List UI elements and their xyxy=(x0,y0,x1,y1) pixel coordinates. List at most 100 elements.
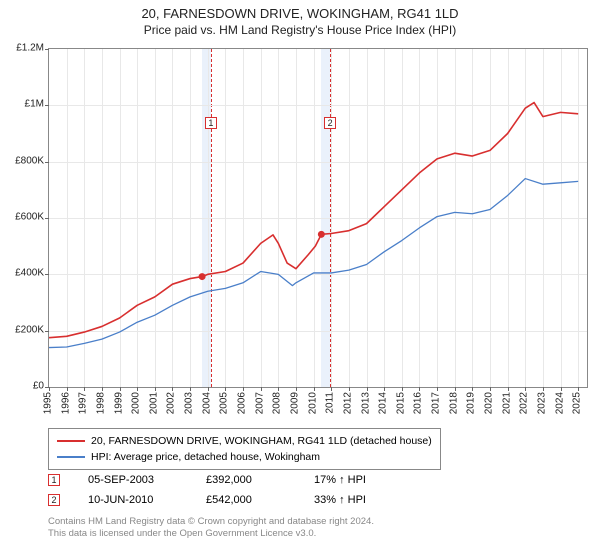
xtick-mark xyxy=(49,387,50,391)
xtick-mark xyxy=(455,387,456,391)
xtick-label: 2018 xyxy=(448,392,459,414)
xtick-label: 2012 xyxy=(342,392,353,414)
transaction-date: 05-SEP-2003 xyxy=(88,470,178,490)
xtick-mark xyxy=(155,387,156,391)
title-block: 20, FARNESDOWN DRIVE, WOKINGHAM, RG41 1L… xyxy=(0,0,600,37)
xtick-mark xyxy=(208,387,209,391)
ytick-label: £200K xyxy=(15,324,44,335)
line-svg xyxy=(49,49,587,387)
xtick-label: 2000 xyxy=(131,392,142,414)
xtick-mark xyxy=(525,387,526,391)
xtick-mark xyxy=(67,387,68,391)
xtick-label: 2001 xyxy=(148,392,159,414)
xtick-label: 2008 xyxy=(272,392,283,414)
ytick-mark xyxy=(45,105,49,106)
xtick-label: 2013 xyxy=(360,392,371,414)
series-line-hpi xyxy=(49,179,578,348)
xtick-label: 2015 xyxy=(395,392,406,414)
xtick-mark xyxy=(102,387,103,391)
xtick-label: 2022 xyxy=(519,392,530,414)
xtick-label: 2021 xyxy=(501,392,512,414)
xtick-label: 2003 xyxy=(184,392,195,414)
xtick-label: 2023 xyxy=(536,392,547,414)
legend-row-property: 20, FARNESDOWN DRIVE, WOKINGHAM, RG41 1L… xyxy=(57,433,432,449)
legend: 20, FARNESDOWN DRIVE, WOKINGHAM, RG41 1L… xyxy=(48,428,441,470)
band-marker-icon: 2 xyxy=(324,117,336,129)
transaction-marker-icon: 1 xyxy=(48,474,60,486)
xtick-mark xyxy=(120,387,121,391)
xtick-label: 1998 xyxy=(95,392,106,414)
xtick-label: 2009 xyxy=(289,392,300,414)
xtick-mark xyxy=(367,387,368,391)
xtick-mark xyxy=(261,387,262,391)
chart-container: 20, FARNESDOWN DRIVE, WOKINGHAM, RG41 1L… xyxy=(0,0,600,560)
xtick-label: 2006 xyxy=(237,392,248,414)
xtick-mark xyxy=(472,387,473,391)
legend-label-hpi: HPI: Average price, detached house, Woki… xyxy=(91,449,320,465)
legend-row-hpi: HPI: Average price, detached house, Woki… xyxy=(57,449,432,465)
transaction-diff: 33% ↑ HPI xyxy=(314,490,366,510)
xtick-mark xyxy=(190,387,191,391)
ytick-label: £1.2M xyxy=(16,43,44,54)
xtick-label: 1995 xyxy=(43,392,54,414)
xtick-label: 2024 xyxy=(554,392,565,414)
xtick-mark xyxy=(561,387,562,391)
xtick-mark xyxy=(419,387,420,391)
xtick-mark xyxy=(543,387,544,391)
legend-swatch-property xyxy=(57,440,85,442)
transaction-price: £392,000 xyxy=(206,470,286,490)
xtick-label: 2025 xyxy=(572,392,583,414)
chart-title: 20, FARNESDOWN DRIVE, WOKINGHAM, RG41 1L… xyxy=(0,6,600,21)
xtick-label: 1997 xyxy=(78,392,89,414)
data-point-marker xyxy=(318,231,325,238)
xtick-mark xyxy=(508,387,509,391)
ytick-label: £800K xyxy=(15,155,44,166)
attribution-text: Contains HM Land Registry data © Crown c… xyxy=(48,516,374,540)
xtick-mark xyxy=(384,387,385,391)
data-point-marker xyxy=(199,273,206,280)
band-marker-icon: 1 xyxy=(205,117,217,129)
transaction-row: 2 10-JUN-2010 £542,000 33% ↑ HPI xyxy=(48,490,366,510)
xtick-label: 2019 xyxy=(466,392,477,414)
ytick-mark xyxy=(45,274,49,275)
ytick-mark xyxy=(45,331,49,332)
xtick-mark xyxy=(296,387,297,391)
transaction-row: 1 05-SEP-2003 £392,000 17% ↑ HPI xyxy=(48,470,366,490)
ytick-mark xyxy=(45,218,49,219)
ytick-label: £0 xyxy=(33,381,44,392)
xtick-mark xyxy=(225,387,226,391)
xtick-mark xyxy=(172,387,173,391)
xtick-label: 2004 xyxy=(201,392,212,414)
xtick-mark xyxy=(84,387,85,391)
xtick-label: 2014 xyxy=(378,392,389,414)
transaction-diff: 17% ↑ HPI xyxy=(314,470,366,490)
transaction-price: £542,000 xyxy=(206,490,286,510)
xtick-mark xyxy=(137,387,138,391)
ytick-mark xyxy=(45,162,49,163)
legend-label-property: 20, FARNESDOWN DRIVE, WOKINGHAM, RG41 1L… xyxy=(91,433,432,449)
transaction-date: 10-JUN-2010 xyxy=(88,490,178,510)
transaction-marker-icon: 2 xyxy=(48,494,60,506)
ytick-mark xyxy=(45,49,49,50)
xtick-label: 2002 xyxy=(166,392,177,414)
xtick-mark xyxy=(402,387,403,391)
xtick-label: 2007 xyxy=(254,392,265,414)
ytick-label: £600K xyxy=(15,212,44,223)
xtick-mark xyxy=(243,387,244,391)
xtick-label: 2016 xyxy=(413,392,424,414)
ytick-label: £1M xyxy=(25,99,44,110)
transaction-table: 1 05-SEP-2003 £392,000 17% ↑ HPI 2 10-JU… xyxy=(48,470,366,510)
xtick-mark xyxy=(578,387,579,391)
xtick-label: 1996 xyxy=(60,392,71,414)
xtick-mark xyxy=(278,387,279,391)
chart-subtitle: Price paid vs. HM Land Registry's House … xyxy=(0,23,600,37)
ytick-label: £400K xyxy=(15,268,44,279)
xtick-label: 2005 xyxy=(219,392,230,414)
series-line-property xyxy=(49,103,578,338)
plot-area: 12 xyxy=(48,48,588,388)
xtick-mark xyxy=(331,387,332,391)
xtick-mark xyxy=(437,387,438,391)
xtick-label: 2010 xyxy=(307,392,318,414)
xtick-mark xyxy=(349,387,350,391)
xtick-label: 1999 xyxy=(113,392,124,414)
